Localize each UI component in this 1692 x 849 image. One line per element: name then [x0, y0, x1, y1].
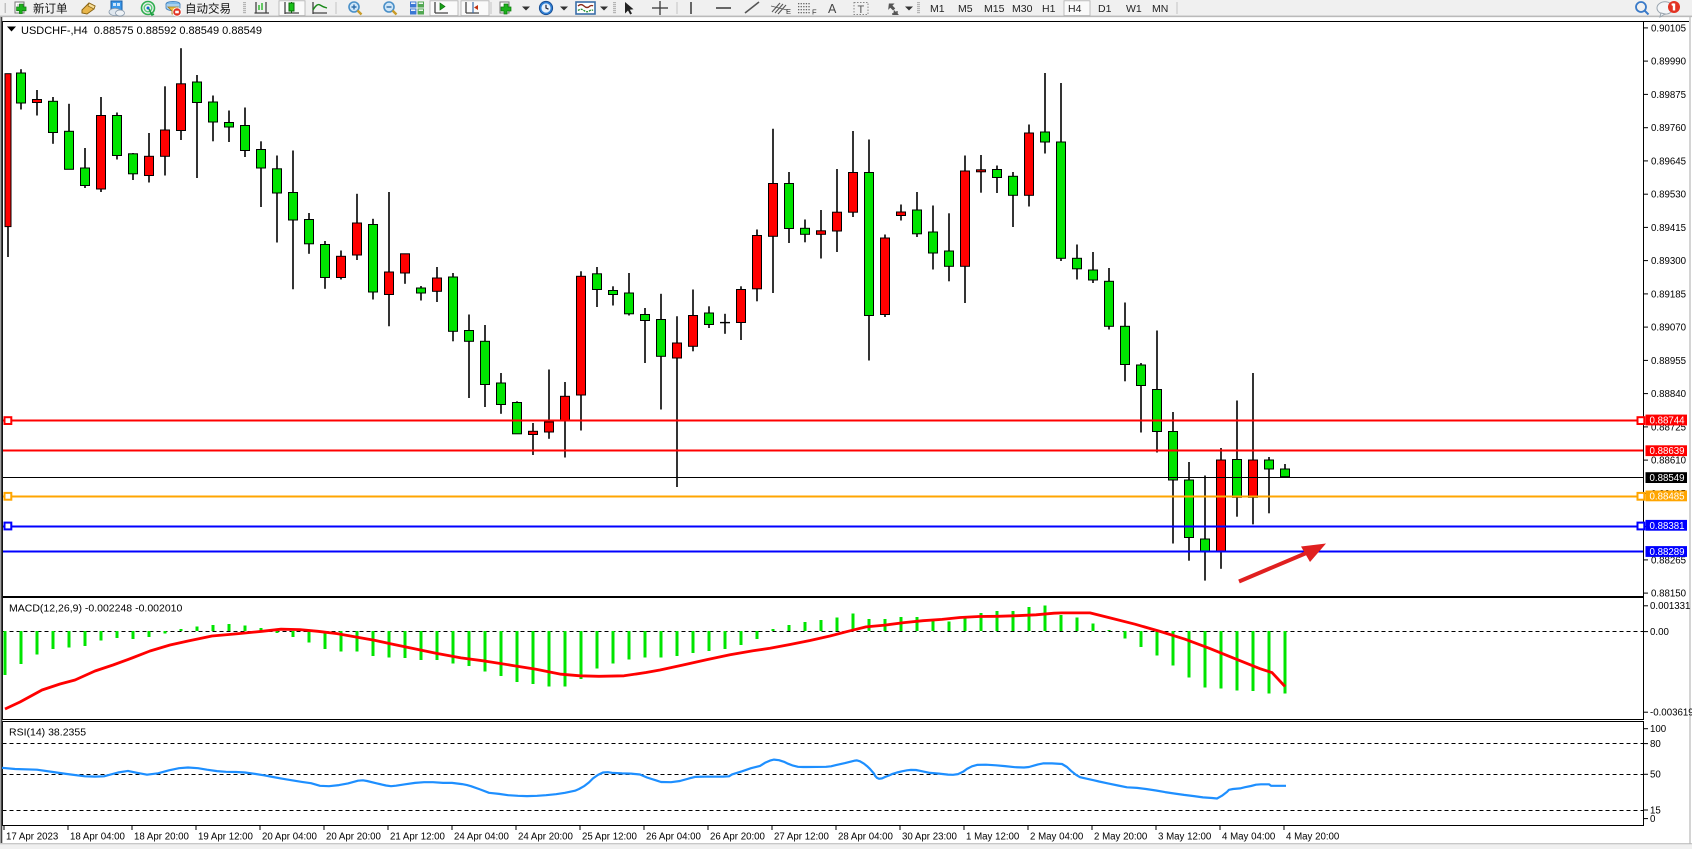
svg-text:25 Apr 12:00: 25 Apr 12:00	[582, 832, 638, 843]
svg-text:-0.003619: -0.003619	[1650, 708, 1692, 719]
svg-text:0.001331: 0.001331	[1650, 601, 1690, 612]
svg-text:0.89300: 0.89300	[1651, 256, 1687, 267]
svg-text:0.90105: 0.90105	[1651, 23, 1686, 34]
svg-text:0.89760: 0.89760	[1651, 123, 1687, 134]
svg-text:0.88150: 0.88150	[1651, 589, 1687, 600]
svg-text:0.89070: 0.89070	[1651, 323, 1687, 334]
svg-text:24 Apr 20:00: 24 Apr 20:00	[518, 832, 574, 843]
svg-text:28 Apr 04:00: 28 Apr 04:00	[838, 832, 894, 843]
svg-text:D1: D1	[1098, 3, 1112, 15]
svg-text:0.88955: 0.88955	[1651, 356, 1686, 367]
svg-text:2 May 04:00: 2 May 04:00	[1030, 832, 1084, 843]
svg-text:M30: M30	[1012, 3, 1033, 15]
svg-text:0.89990: 0.89990	[1651, 57, 1687, 68]
svg-text:M5: M5	[958, 3, 973, 15]
svg-text:M15: M15	[984, 3, 1005, 15]
svg-text:2 May 20:00: 2 May 20:00	[1094, 832, 1148, 843]
svg-text:0.88381: 0.88381	[1650, 521, 1685, 532]
svg-text:26 Apr 04:00: 26 Apr 04:00	[646, 832, 702, 843]
svg-text:0.88265: 0.88265	[1651, 555, 1686, 566]
svg-text:H1: H1	[1042, 3, 1056, 15]
svg-text:0.88744: 0.88744	[1650, 416, 1686, 427]
svg-text:27 Apr 12:00: 27 Apr 12:00	[774, 832, 830, 843]
svg-text:新订单: 新订单	[33, 2, 68, 16]
svg-text:0.89415: 0.89415	[1651, 223, 1686, 234]
svg-text:RSI(14) 38.2355: RSI(14) 38.2355	[9, 727, 86, 739]
svg-text:W1: W1	[1126, 3, 1142, 15]
svg-text:21 Apr 12:00: 21 Apr 12:00	[390, 832, 446, 843]
svg-text:20 Apr 20:00: 20 Apr 20:00	[326, 832, 382, 843]
svg-text:H4: H4	[1068, 3, 1082, 15]
svg-text:24 Apr 04:00: 24 Apr 04:00	[454, 832, 510, 843]
svg-text:17 Apr 2023: 17 Apr 2023	[6, 832, 58, 843]
svg-text:20 Apr 04:00: 20 Apr 04:00	[262, 832, 318, 843]
svg-text:18 Apr 04:00: 18 Apr 04:00	[70, 832, 126, 843]
svg-text:4 May 04:00: 4 May 04:00	[1222, 832, 1276, 843]
svg-text:100: 100	[1650, 724, 1667, 735]
svg-text:A: A	[828, 2, 837, 16]
svg-text:0.89185: 0.89185	[1651, 289, 1686, 300]
svg-text:0.89875: 0.89875	[1651, 90, 1686, 101]
svg-text:18 Apr 20:00: 18 Apr 20:00	[134, 832, 190, 843]
svg-text:26 Apr 20:00: 26 Apr 20:00	[710, 832, 766, 843]
svg-text:E: E	[786, 7, 791, 16]
svg-text:0.88610: 0.88610	[1651, 456, 1687, 467]
svg-text:T: T	[858, 4, 865, 16]
svg-text:4 May 20:00: 4 May 20:00	[1286, 832, 1340, 843]
svg-text:0.88549: 0.88549	[1650, 473, 1685, 484]
svg-text:0.88639: 0.88639	[1650, 446, 1685, 457]
svg-text:0.89530: 0.89530	[1651, 190, 1687, 201]
svg-text:19 Apr 12:00: 19 Apr 12:00	[198, 832, 254, 843]
svg-text:3 May 12:00: 3 May 12:00	[1158, 832, 1212, 843]
svg-text:0.88485: 0.88485	[1650, 491, 1685, 502]
svg-text:80: 80	[1650, 739, 1661, 750]
svg-text:M1: M1	[930, 3, 945, 15]
svg-text:自动交易: 自动交易	[185, 2, 231, 16]
svg-text:30 Apr 23:00: 30 Apr 23:00	[902, 832, 958, 843]
svg-text:USDCHF-,H4 0.88575 0.88592 0.: USDCHF-,H4 0.88575 0.88592 0.88549 0.885…	[21, 25, 262, 37]
svg-text:0.88725: 0.88725	[1651, 422, 1686, 433]
svg-text:F: F	[812, 8, 817, 17]
svg-text:0.88840: 0.88840	[1651, 389, 1687, 400]
svg-text:0: 0	[1650, 814, 1656, 825]
svg-text:15: 15	[1650, 805, 1661, 816]
svg-text:0.89645: 0.89645	[1651, 156, 1686, 167]
svg-text:0.00: 0.00	[1650, 627, 1669, 638]
svg-text:MN: MN	[1152, 3, 1168, 15]
svg-text:MACD(12,26,9) -0.002248 -0.002: MACD(12,26,9) -0.002248 -0.002010	[9, 603, 183, 615]
svg-text:1 May 12:00: 1 May 12:00	[966, 832, 1020, 843]
svg-text:50: 50	[1650, 770, 1661, 781]
svg-text:0.88289: 0.88289	[1650, 547, 1685, 558]
